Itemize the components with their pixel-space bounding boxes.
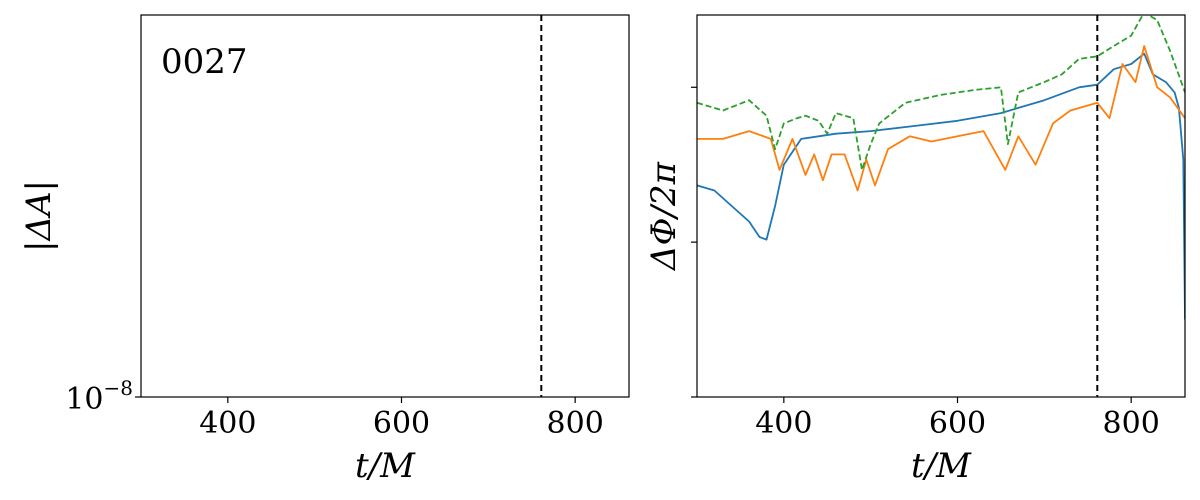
x-tick-label: 800: [547, 406, 604, 441]
axes-frame: [696, 14, 1186, 398]
series-line-blue: [697, 52, 1185, 320]
y-axis-title: ΔΦ/2π: [644, 161, 684, 272]
panel-annotation: 0027: [161, 42, 248, 82]
x-tick-label: 600: [373, 406, 430, 441]
x-axis-title: t/M: [911, 446, 972, 486]
series-line-green: [697, 15, 1185, 171]
x-tick-label: 400: [199, 406, 256, 441]
plot-area: [540, 15, 543, 397]
x-tick-label: 400: [755, 406, 812, 441]
series-line-orange: [697, 45, 1185, 192]
axes-frame: [140, 14, 630, 398]
right-panel: 400 600 800 t/M ΔΦ/2π: [644, 14, 1186, 486]
x-tick-label: 800: [1103, 406, 1160, 441]
x-axis-title: t/M: [355, 446, 416, 486]
y-axis-title: |ΔA|: [19, 180, 59, 252]
plot-area: [697, 15, 1185, 397]
y-tick-label: 10−8: [65, 376, 133, 417]
x-tick-label: 600: [929, 406, 986, 441]
